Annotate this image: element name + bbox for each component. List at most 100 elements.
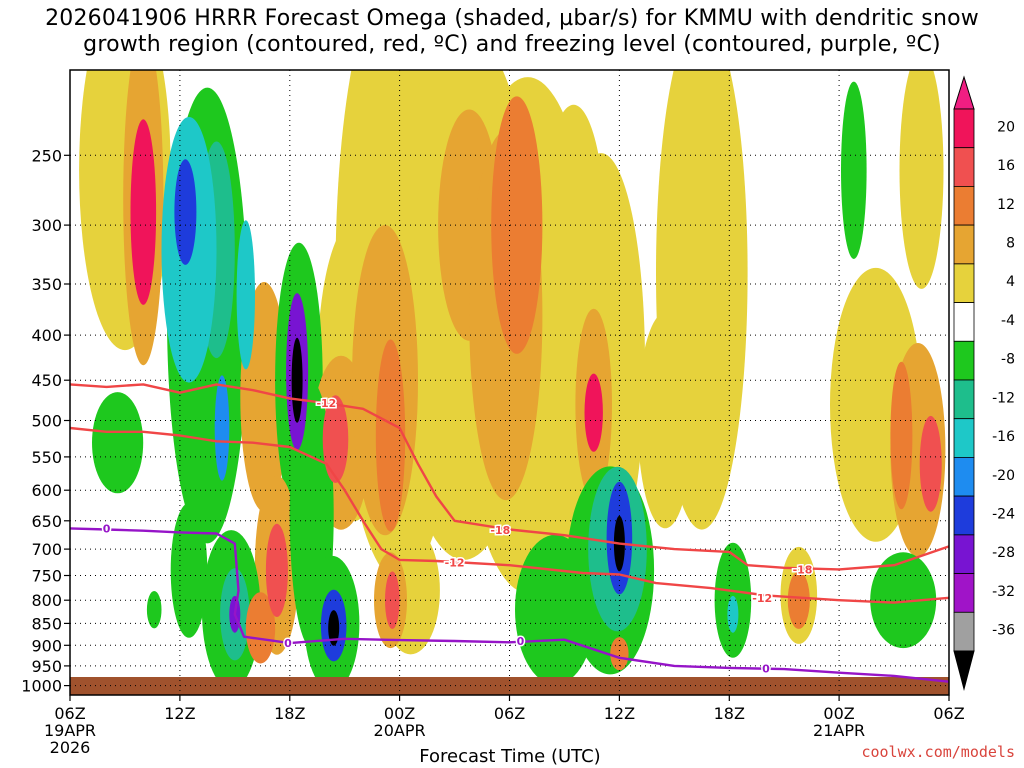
colorbar-swatch: [953, 534, 975, 575]
colorbar-swatch: [953, 456, 975, 497]
omega-cell: [291, 337, 303, 423]
colorbar-swatch: [953, 611, 975, 652]
colorbar-label: -24: [992, 507, 1015, 523]
omega-cell: [610, 637, 629, 671]
colorbar-swatch: [953, 379, 975, 420]
contour-label: -12: [752, 592, 772, 605]
colorbar-label: -20: [992, 468, 1015, 484]
y-tick-label: 550: [31, 448, 62, 467]
colorbar-swatch: [953, 185, 975, 226]
x-tick-label: 18Z: [274, 704, 305, 723]
y-tick-label: 250: [31, 146, 62, 165]
x-tick-label: 06Z: [54, 704, 85, 723]
y-tick-label: 1000: [21, 677, 62, 696]
colorbar-label: -8: [1001, 352, 1015, 368]
colorbar: 20 16 12 8 4 -4 -8 -12 -16 -20 -24 -28 -32 -36: [953, 75, 1015, 691]
omega-cell: [322, 395, 349, 483]
omega-cell: [515, 534, 596, 685]
y-tick-label: 350: [31, 275, 62, 294]
contour-label: 0: [517, 635, 525, 648]
colorbar-swatch: [953, 573, 975, 613]
colorbar-top-triangle: [953, 75, 975, 110]
y-tick-label: 950: [31, 657, 62, 676]
colorbar-label: 8: [1006, 236, 1015, 252]
colorbar-label: 12: [997, 197, 1015, 213]
credit-link[interactable]: coolwx.com/models: [861, 743, 1015, 761]
x-axis-label: Forecast Time (UTC): [419, 746, 600, 767]
omega-cell: [899, 70, 944, 289]
x-tick-year: 2026: [50, 738, 91, 757]
y-tick-label: 400: [31, 326, 62, 345]
contour-label: -18: [490, 524, 510, 537]
contour-line--18: [70, 426, 949, 604]
contour-label: 0: [284, 637, 292, 650]
temperature-contours: -12 -12 -12 -18 -18 0 0 0 0: [70, 383, 949, 683]
omega-cell: [841, 81, 867, 259]
colorbar-label: 16: [997, 158, 1015, 174]
y-tick-label: 750: [31, 567, 62, 586]
omega-cell: [236, 220, 255, 370]
omega-cell: [265, 523, 288, 618]
x-tick-date: 19APR: [44, 721, 96, 740]
omega-cell: [328, 610, 340, 646]
x-tick-label: 12Z: [604, 704, 635, 723]
omega-cell: [174, 159, 197, 265]
colorbar-swatch: [953, 302, 975, 342]
chart-title: 2026041906 HRRR Forecast Omega (shaded, …: [0, 6, 1024, 58]
colorbar-label: 4: [1006, 274, 1015, 290]
omega-cell: [214, 375, 230, 481]
colorbar-label: 20: [997, 119, 1015, 135]
y-tick-label: 600: [31, 481, 62, 500]
y-tick-label: 800: [31, 591, 62, 610]
colorbar-label: -36: [992, 623, 1015, 639]
colorbar-swatch: [953, 340, 975, 381]
omega-cell: [890, 361, 913, 510]
colorbar-swatch: [953, 108, 975, 149]
contour-label: -12: [316, 397, 336, 410]
colorbar-label: -32: [992, 584, 1015, 600]
colorbar-swatch: [953, 495, 975, 536]
omega-cell: [787, 571, 810, 629]
title-line-2: growth region (contoured, red, ºC) and f…: [83, 32, 941, 57]
x-tick-label: 12Z: [164, 704, 195, 723]
x-tick-label: 18Z: [714, 704, 745, 723]
y-tick-label: 450: [31, 371, 62, 390]
colorbar-swatch: [953, 418, 975, 458]
x-tick-date: 21APR: [813, 721, 865, 740]
omega-cell: [170, 503, 208, 638]
colorbar-swatch: [953, 224, 975, 265]
contour-label: 0: [103, 522, 111, 535]
x-tick-label: 00Z: [823, 704, 854, 723]
contour-label: 0: [762, 663, 770, 676]
omega-cell: [919, 415, 942, 512]
contour-line-0: [70, 527, 949, 683]
y-axis: 250 300 350 400 450 500 550 600 650 700 750 800 850 9…: [21, 146, 70, 696]
omega-shading: [79, 70, 946, 692]
omega-cell: [92, 392, 144, 494]
y-tick-label: 300: [31, 216, 62, 235]
y-tick-label: 500: [31, 412, 62, 431]
omega-cell: [584, 373, 603, 452]
colorbar-label: -16: [992, 429, 1015, 445]
colorbar-label: -28: [992, 545, 1015, 561]
y-tick-label: 850: [31, 614, 62, 633]
colorbar-bottom-triangle: [953, 650, 975, 691]
contour-label: -12: [445, 557, 465, 570]
omega-cell: [245, 592, 276, 664]
omega-cell: [385, 571, 400, 629]
omega-cell: [491, 96, 543, 354]
x-tick-date: 20APR: [374, 721, 426, 740]
colorbar-swatch: [953, 263, 975, 303]
title-line-1: 2026041906 HRRR Forecast Omega (shaded, …: [45, 6, 979, 31]
y-tick-label: 700: [31, 540, 62, 559]
omega-cell: [727, 595, 739, 633]
omega-cell: [375, 339, 406, 532]
contour-label: -18: [793, 563, 813, 576]
x-tick-label: 00Z: [384, 704, 415, 723]
omega-cell: [130, 119, 157, 305]
omega-cell: [146, 591, 162, 629]
y-tick-label: 900: [31, 636, 62, 655]
colorbar-swatch: [953, 147, 975, 187]
